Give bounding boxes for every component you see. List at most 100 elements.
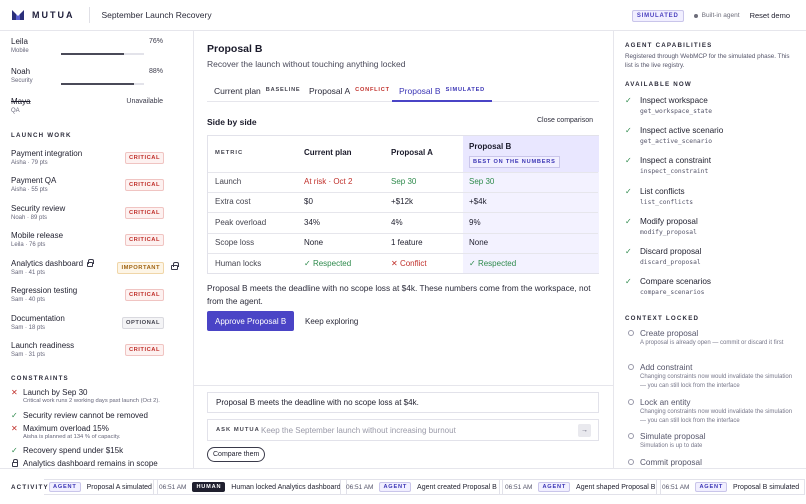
work-item[interactable]: Payment QA Aisha · 55 pts CRITICAL: [11, 176, 181, 198]
capability-item: ✓ Inspect active scenario get_active_scen…: [625, 126, 797, 145]
load-bar: [61, 53, 144, 55]
keep-exploring-button[interactable]: Keep exploring: [305, 317, 359, 326]
ask-input[interactable]: [261, 424, 561, 437]
check-icon: ✓: [304, 259, 313, 268]
capability-name: List conflicts: [640, 187, 685, 196]
work-item-meta: Noah · 89 pts: [11, 215, 48, 221]
activity-text: Proposal A simulated: [86, 483, 152, 491]
activity-item: 06:51 AM AGENT Agent created Proposal B: [340, 479, 503, 495]
constraint-item[interactable]: ✓ Recovery spend under $15k: [11, 446, 186, 455]
metric-label: Launch: [215, 177, 242, 186]
locked-capability-reason: Changing constraints now would invalidat…: [640, 374, 793, 389]
lock-icon: [12, 459, 18, 467]
approve-proposal-button[interactable]: Approve Proposal B: [207, 311, 295, 331]
agent-capabilities-panel: AGENT CAPABILITIES Registered through We…: [613, 31, 806, 468]
registry-note: Registered through WebMCP for the simula…: [625, 53, 790, 69]
metric-label: Scope loss: [215, 238, 255, 247]
x-icon: ✕: [391, 259, 400, 268]
check-icon: ✓: [625, 126, 632, 135]
tab-current-plan[interactable]: Current plan BASELINE: [214, 82, 300, 102]
metric-label: Peak overload: [215, 218, 267, 227]
launch-work-heading: LAUNCH WORK: [11, 132, 72, 139]
row-divider: [208, 192, 598, 193]
locked-capability-reason: A proposal is already open — commit or d…: [640, 340, 784, 346]
lock-toggle-icon[interactable]: [171, 262, 179, 270]
work-item-meta: Sam · 18 pts: [11, 325, 46, 331]
work-item-meta: Sam · 31 pts: [11, 352, 46, 358]
capability-item: ✓ Modify proposal modify_proposal: [625, 217, 797, 236]
row-divider: [208, 172, 598, 173]
left-sidebar: Leila Mobile 76% Noah Security 88% Maya …: [0, 31, 194, 468]
locked-capability-name: Simulate proposal: [640, 432, 706, 441]
team-member[interactable]: Maya QA Unavailable: [11, 97, 163, 114]
team-member[interactable]: Noah Security 88%: [11, 67, 163, 85]
work-item-meta: Aisha · 55 pts: [11, 187, 48, 193]
work-item[interactable]: Regression testing Sam · 40 pts CRITICAL: [11, 286, 181, 308]
agent-message: Proposal B meets the deadline with no sc…: [207, 392, 599, 413]
header-actions: SIMULATED Built-in agent Reset demo: [631, 0, 790, 31]
compare-them-chip[interactable]: Compare them: [207, 447, 266, 462]
activity-label: ACTIVITY: [11, 484, 49, 491]
ask-label: ASK MUTUA: [216, 427, 260, 433]
work-item[interactable]: Launch readiness Sam · 31 pts CRITICAL: [11, 341, 181, 363]
proposal-a-value-text: Conflict: [399, 259, 427, 268]
constraint-title: Maximum overload 15%: [23, 424, 109, 433]
work-item[interactable]: Security review Noah · 89 pts CRITICAL: [11, 204, 181, 226]
activity-item: 06:51 AM AGENT Proposal B simulated: [656, 479, 806, 495]
mutua-logo-icon: [12, 10, 24, 20]
work-item-title: Launch readiness: [11, 341, 75, 350]
circle-icon: [628, 433, 634, 439]
work-item[interactable]: Mobile release Leila · 76 pts CRITICAL: [11, 231, 181, 253]
lock-icon: [87, 259, 95, 267]
proposal-a-value: ✕ Conflict: [391, 259, 427, 268]
work-item-meta: Sam · 41 pts: [11, 270, 46, 276]
activity-text: Agent created Proposal B: [417, 483, 497, 491]
locked-capability-name: Create proposal: [640, 329, 699, 338]
priority-badge: CRITICAL: [124, 344, 164, 356]
member-name: Maya: [11, 97, 31, 106]
proposal-title: Proposal B: [207, 43, 263, 55]
constraint-item[interactable]: ✓ Security review cannot be removed: [11, 411, 186, 420]
locked-capability-name: Lock an entity: [640, 398, 691, 407]
proposal-subtitle: Recover the launch without touching anyt…: [207, 59, 406, 69]
tab-label: Proposal A: [309, 86, 351, 96]
tab-tag: BASELINE: [265, 87, 301, 93]
available-now-heading: AVAILABLE NOW: [625, 81, 692, 88]
check-icon: ✓: [469, 259, 478, 268]
constraint-item[interactable]: Analytics dashboard remains in scope: [11, 459, 186, 468]
constraint-item[interactable]: ✕ Maximum overload 15% Aisha is planned a…: [11, 424, 186, 440]
member-role: Mobile: [11, 48, 29, 54]
current-value: None: [304, 238, 324, 247]
activity-time: 06:51 AM: [505, 483, 533, 491]
close-comparison-button[interactable]: Close comparison: [536, 117, 593, 124]
check-icon: ✓: [625, 247, 632, 256]
constraint-item[interactable]: ✕ Launch by Sep 30 Critical work runs 2 w…: [11, 388, 186, 404]
capability-item: ✓ List conflicts list_conflicts: [625, 187, 797, 206]
best-badge: BEST ON THE NUMBERS: [469, 156, 560, 168]
work-item[interactable]: Analytics dashboard Sam · 41 pts IMPORTA…: [11, 259, 181, 281]
actor-badge: AGENT: [49, 482, 81, 492]
work-item[interactable]: Payment integration Aisha · 79 pts CRITI…: [11, 149, 181, 171]
workspace-title: September Launch Recovery: [101, 10, 212, 20]
tab-proposal-b[interactable]: Proposal B SIMULATED: [392, 82, 493, 102]
priority-badge: IMPORTANT: [117, 262, 164, 274]
tab-proposal-a[interactable]: Proposal A CONFLICT: [309, 82, 390, 102]
activity-bar: ACTIVITY AGENT Proposal A simulated 06:5…: [0, 468, 806, 504]
load-bar-fill: [61, 83, 135, 85]
priority-badge: CRITICAL: [124, 234, 164, 246]
activity-item: 06:51 AM AGENT Agent shaped Proposal B: [499, 479, 662, 495]
arrow-right-icon[interactable]: →: [578, 424, 591, 437]
capability-name: Inspect active scenario: [640, 126, 724, 135]
work-item-title: Security review: [11, 204, 66, 213]
side-by-side-heading: Side by side: [207, 117, 257, 127]
team-member[interactable]: Leila Mobile 76%: [11, 37, 163, 55]
locked-capability: Simulate proposal Simulation is up to da…: [625, 432, 797, 451]
work-item[interactable]: Documentation Sam · 18 pts OPTIONAL: [11, 314, 181, 336]
work-item-meta: Aisha · 79 pts: [11, 160, 48, 166]
reset-demo-button[interactable]: Reset demo: [749, 11, 790, 20]
agent-capabilities-heading: AGENT CAPABILITIES: [625, 42, 713, 49]
capability-name: Modify proposal: [640, 217, 698, 226]
locked-capability: Lock an entity Changing constraints now …: [625, 398, 797, 425]
work-item-title-row: Analytics dashboard: [11, 259, 181, 268]
metric-header: METRIC: [215, 150, 244, 156]
